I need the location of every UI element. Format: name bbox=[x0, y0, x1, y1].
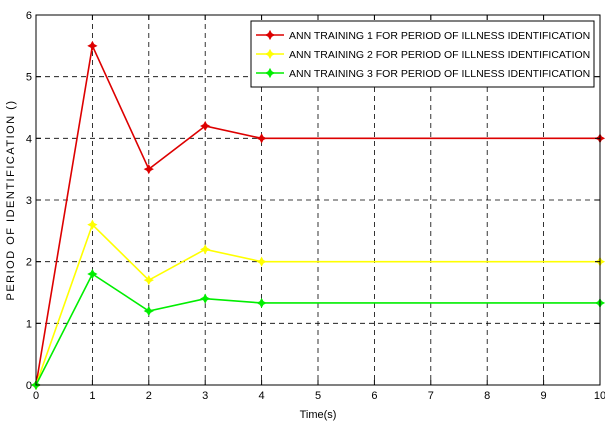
data-point bbox=[256, 256, 267, 267]
legend: ANN TRAINING 1 FOR PERIOD OF ILLNESS IDE… bbox=[250, 20, 595, 88]
y-axis-title: PERIOD OF IDENTIFICATION () bbox=[5, 99, 17, 300]
legend-marker bbox=[264, 67, 276, 79]
y-tick-label: 2 bbox=[26, 257, 32, 269]
x-tick-label: 2 bbox=[146, 390, 152, 402]
legend-marker bbox=[264, 29, 276, 41]
y-tick-label: 5 bbox=[26, 72, 32, 84]
legend-label-2: ANN TRAINING 2 FOR PERIOD OF ILLNESS IDE… bbox=[289, 49, 590, 61]
data-point bbox=[87, 40, 98, 51]
x-tick-label: 3 bbox=[202, 390, 208, 402]
y-tick-label: 0 bbox=[26, 380, 32, 392]
data-point bbox=[87, 219, 98, 230]
data-point bbox=[256, 133, 267, 144]
data-point bbox=[143, 305, 154, 317]
data-point bbox=[143, 275, 154, 286]
series-line-3 bbox=[35, 272, 600, 386]
x-tick-labels: 0 1 2 3 4 5 6 7 8 9 10 bbox=[33, 390, 605, 402]
data-point bbox=[143, 164, 154, 175]
x-tick-label: 1 bbox=[89, 390, 95, 402]
legend-marker bbox=[264, 48, 276, 60]
data-point bbox=[87, 268, 98, 280]
legend-label-1: ANN TRAINING 1 FOR PERIOD OF ILLNESS IDE… bbox=[289, 30, 590, 42]
y-tick-label: 6 bbox=[26, 10, 32, 22]
y-tick-labels: 0 1 2 3 4 5 6 bbox=[26, 10, 32, 392]
x-tick-label: 0 bbox=[33, 390, 39, 402]
legend-label-3: ANN TRAINING 3 FOR PERIOD OF ILLNESS IDE… bbox=[289, 68, 590, 80]
data-point bbox=[200, 120, 211, 132]
series-line-2 bbox=[35, 223, 600, 386]
x-axis-title: Time(s) bbox=[300, 409, 337, 421]
series-layer bbox=[30, 40, 605, 391]
y-tick-label: 4 bbox=[26, 133, 32, 145]
legend-box bbox=[250, 20, 595, 88]
x-tick-label: 8 bbox=[484, 390, 490, 402]
x-tick-label: 10 bbox=[594, 390, 605, 402]
x-tick-label: 4 bbox=[259, 390, 265, 402]
y-tick-label: 1 bbox=[26, 318, 32, 330]
data-point bbox=[200, 293, 211, 304]
data-point bbox=[256, 297, 267, 309]
x-tick-label: 5 bbox=[315, 390, 321, 402]
x-tick-label: 9 bbox=[541, 390, 547, 402]
x-tick-label: 6 bbox=[371, 390, 377, 402]
tick-marks bbox=[35, 14, 601, 386]
data-point bbox=[200, 244, 211, 255]
x-tick-label: 7 bbox=[428, 390, 434, 402]
y-tick-label: 3 bbox=[26, 195, 32, 207]
series-line-1 bbox=[35, 43, 600, 386]
